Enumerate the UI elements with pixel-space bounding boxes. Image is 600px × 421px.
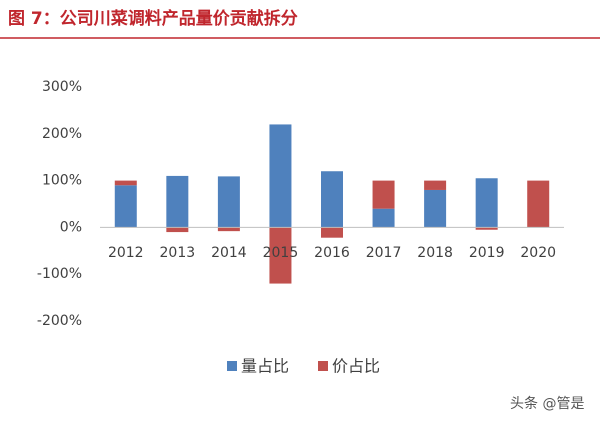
y-tick-label: 0% <box>60 219 82 235</box>
y-tick-label: -100% <box>37 266 82 282</box>
bar <box>269 227 292 284</box>
x-tick-label: 2020 <box>520 245 556 261</box>
bar <box>321 171 343 228</box>
x-tick-label: 2019 <box>469 245 505 261</box>
bar <box>217 227 240 232</box>
bar <box>269 124 292 228</box>
bar <box>114 180 137 186</box>
x-tick-label: 2016 <box>314 245 350 261</box>
x-tick-label: 2014 <box>211 245 247 261</box>
bar <box>527 180 550 228</box>
bar <box>321 227 343 238</box>
legend-swatch <box>227 361 237 371</box>
legend-label: 价占比 <box>332 357 380 376</box>
bar <box>475 178 498 228</box>
legend-label: 量占比 <box>241 357 289 376</box>
bar <box>424 189 447 228</box>
chart-title: 图 7：公司川菜调料产品量价贡献拆分 <box>8 8 298 29</box>
x-tick-label: 2013 <box>160 245 196 261</box>
y-tick-label: -200% <box>37 313 82 329</box>
watermark: 头条 @管是 <box>510 395 584 412</box>
x-tick-label: 2012 <box>108 245 144 261</box>
y-tick-label: 300% <box>42 79 82 95</box>
legend-swatch <box>318 361 328 371</box>
bar <box>166 227 189 233</box>
bar <box>372 180 395 209</box>
x-tick-label: 2017 <box>366 245 402 261</box>
x-tick-label: 2015 <box>263 245 299 261</box>
bar <box>166 175 189 228</box>
x-tick-label: 2018 <box>417 245 453 261</box>
bar <box>424 180 447 190</box>
bar <box>114 185 137 228</box>
bar <box>217 176 240 228</box>
y-tick-label: 200% <box>42 126 82 142</box>
bar <box>372 208 395 228</box>
bar <box>475 227 498 230</box>
y-tick-label: 100% <box>42 173 82 189</box>
